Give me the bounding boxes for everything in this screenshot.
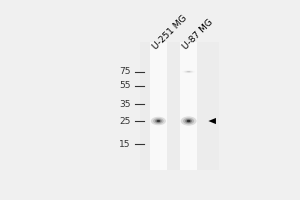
Text: U-87 MG: U-87 MG — [181, 18, 215, 52]
Polygon shape — [208, 118, 216, 124]
Ellipse shape — [181, 116, 196, 126]
Text: 75: 75 — [119, 67, 130, 76]
Ellipse shape — [151, 117, 166, 125]
Text: 35: 35 — [119, 100, 130, 109]
Text: 25: 25 — [119, 117, 130, 126]
Bar — [140, 42, 219, 170]
Text: 15: 15 — [119, 140, 130, 149]
Ellipse shape — [183, 118, 194, 124]
Ellipse shape — [184, 71, 193, 73]
Ellipse shape — [185, 119, 192, 123]
Ellipse shape — [157, 120, 160, 122]
Bar — [181, 42, 197, 170]
Ellipse shape — [187, 120, 190, 122]
Text: U-251 MG: U-251 MG — [151, 14, 189, 52]
Bar — [150, 42, 167, 170]
Ellipse shape — [186, 71, 191, 72]
Ellipse shape — [155, 119, 162, 123]
Ellipse shape — [187, 71, 190, 72]
Ellipse shape — [182, 70, 195, 73]
Text: 55: 55 — [119, 81, 130, 90]
Ellipse shape — [153, 118, 164, 124]
